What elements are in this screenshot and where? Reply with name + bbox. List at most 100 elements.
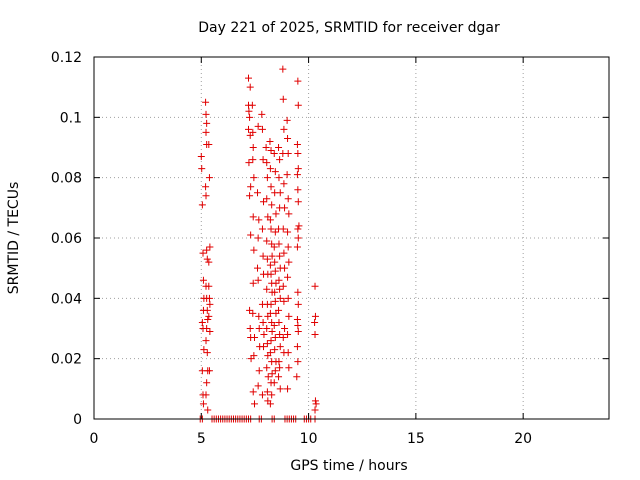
data-point [295,222,303,230]
data-point [275,240,283,248]
data-point [199,276,207,284]
data-point [254,189,262,197]
data-point [293,171,301,179]
data-point [203,349,211,357]
data-point [270,150,278,158]
data-point [267,270,275,278]
x-tick-label: 0 [90,431,99,447]
data-point [266,349,274,357]
data-point [293,243,301,251]
data-point [254,234,262,242]
data-point [271,168,279,176]
data-point [259,318,267,326]
data-point [268,391,276,399]
data-point [276,331,284,339]
data-point [294,186,302,194]
axis-ticks [93,56,609,420]
data-point [281,204,289,212]
data-point [267,337,275,345]
data-point [276,285,284,293]
data-point [266,165,274,173]
data-point [205,282,213,290]
data-point [203,325,211,332]
data-point [248,101,256,109]
data-point [250,246,258,254]
data-point [311,312,319,320]
data-point [271,346,279,354]
data-point [259,156,267,164]
data-point [245,159,253,167]
data-point [205,294,213,302]
data-point [202,183,210,191]
data-point [202,337,210,345]
data-point [255,216,263,224]
y-tick-label: 0.08 [51,171,82,187]
data-point [268,328,276,336]
grid-lines [94,57,609,419]
y-tick-label: 0.12 [51,50,82,66]
data-point [246,83,254,91]
data-point [247,183,255,191]
data-point [263,325,271,332]
x-tick-label: 20 [514,431,532,447]
data-point [203,306,211,314]
data-point [251,334,259,342]
data-point [294,288,302,296]
data-point [279,65,287,73]
data-point [267,225,275,233]
data-point [311,318,319,326]
data-point [294,328,302,336]
data-point [270,379,278,387]
data-point [198,165,206,173]
data-point [294,300,302,308]
data-point [275,174,283,182]
data-point [284,228,292,236]
data-point [271,228,279,236]
data-point [249,279,257,287]
data-point [284,294,292,302]
data-point [284,195,292,203]
data-point [203,119,211,127]
data-point [264,373,272,381]
data-point [206,300,214,308]
data-point [245,107,253,115]
data-point [203,246,211,254]
data-point [206,328,214,336]
data-point [276,189,284,197]
data-point [283,171,291,179]
data-point [294,150,302,158]
data-point [268,370,276,378]
data-point [311,282,319,290]
data-point [263,174,271,182]
data-point [294,225,302,233]
data-point [263,364,271,372]
data-points [196,65,320,423]
data-point [263,285,271,293]
data-point [266,261,274,269]
data-point [270,243,278,251]
data-point [271,367,279,375]
data-point [200,346,208,354]
data-point [294,321,302,329]
data-point [268,201,276,209]
data-point [203,379,211,387]
data-point [271,334,279,342]
data-point [271,267,279,275]
data-point [294,101,302,109]
data-point [260,343,268,351]
data-point [272,279,280,287]
data-point [268,252,276,260]
x-axis-title: GPS time / hours [290,458,407,474]
data-point [270,321,278,329]
data-point [251,400,259,408]
data-point [285,210,293,218]
data-point [271,297,279,305]
data-point [245,125,252,133]
data-point [267,300,275,308]
data-point [283,116,291,124]
data-point [311,331,319,339]
data-point [250,352,258,360]
data-point [284,385,292,393]
data-point [246,113,254,121]
